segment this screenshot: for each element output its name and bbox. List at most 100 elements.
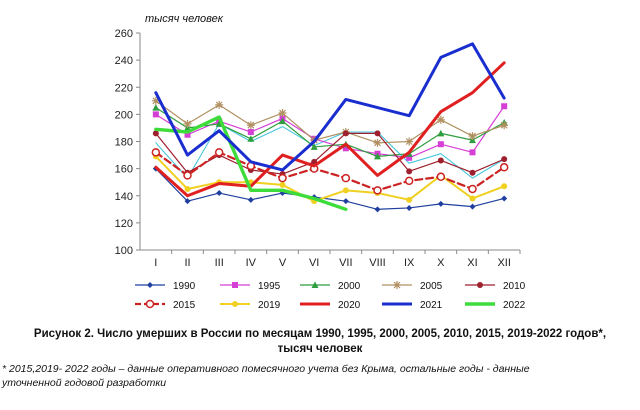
- x-tick-label: XI: [467, 257, 477, 269]
- legend-marker-2015: [145, 299, 155, 309]
- point-2005: [500, 121, 509, 130]
- point-2015: [436, 172, 446, 182]
- y-tick-label: 200: [115, 109, 133, 121]
- legend-label-2021: 2021: [420, 300, 443, 311]
- point-2019: [184, 185, 191, 192]
- legend-marker-2000: [311, 281, 319, 288]
- point-2005: [183, 119, 192, 128]
- series-line-1995: [155, 105, 505, 159]
- legend-label-2020: 2020: [338, 300, 361, 311]
- point-1990: [406, 204, 413, 211]
- series-line-2021: [154, 42, 506, 172]
- point-2015: [341, 173, 351, 183]
- point-2019: [406, 196, 413, 203]
- point-2015: [278, 173, 287, 183]
- series-line-2010: [155, 132, 505, 175]
- x-tick-label: X: [437, 257, 445, 269]
- point-2000: [152, 104, 160, 111]
- legend-label-2022: 2022: [503, 300, 526, 311]
- point-2000: [247, 135, 255, 142]
- legend-label-2010: 2010: [503, 281, 526, 292]
- point-2005: [373, 138, 382, 147]
- point-1995: [152, 111, 159, 118]
- figure-caption: Рисунок 2. Число умерших в России по мес…: [0, 327, 640, 357]
- point-1995: [342, 145, 349, 152]
- legend-label-2000: 2000: [338, 281, 361, 292]
- point-2015: [404, 176, 414, 186]
- point-2000: [437, 129, 445, 137]
- point-2019: [279, 181, 286, 188]
- y-tick-label: 120: [115, 218, 133, 230]
- point-1990: [374, 206, 381, 213]
- legend-label-2005: 2005: [420, 281, 443, 292]
- figure-footnote: * 2015,2019- 2022 годы – данные оператив…: [2, 362, 636, 390]
- point-2010: [437, 157, 444, 164]
- point-2015: [373, 186, 382, 195]
- legend-marker-1995: [232, 282, 238, 288]
- point-1990: [247, 196, 254, 203]
- unit-label: тысяч человек: [145, 13, 224, 25]
- point-2019: [469, 195, 476, 202]
- series-line-aux: [155, 123, 505, 179]
- point-1995: [469, 149, 476, 156]
- point-1995: [406, 154, 413, 161]
- y-tick-label: 220: [115, 82, 133, 94]
- x-tick-label: VIII: [369, 257, 386, 269]
- point-1995: [184, 131, 191, 138]
- footnote-line-2: уточненной годовой разработки: [2, 377, 167, 389]
- point-2019: [501, 183, 508, 190]
- point-2005: [436, 115, 445, 124]
- point-2005: [405, 137, 414, 146]
- x-tick-label: I: [154, 257, 157, 269]
- x-tick-label: VII: [339, 257, 352, 269]
- point-1995: [501, 103, 508, 110]
- point-2010: [152, 130, 159, 137]
- y-tick-label: 140: [115, 191, 133, 203]
- point-2015: [183, 171, 192, 180]
- series-line-2015: [154, 151, 506, 192]
- point-2015: [499, 163, 509, 172]
- x-tick-label: IX: [404, 257, 415, 269]
- y-tick-label: 100: [115, 245, 133, 257]
- point-2015: [151, 148, 161, 157]
- point-1990: [184, 198, 191, 205]
- x-tick-label: III: [215, 257, 224, 269]
- point-2010: [469, 169, 476, 176]
- chart-panel: тысяч человек 100 120 140 160 180 200 220 240 260…: [95, 0, 540, 318]
- series-line-2022: [154, 115, 348, 212]
- point-2005: [246, 121, 255, 130]
- point-1995: [247, 129, 254, 136]
- point-1990: [437, 200, 444, 207]
- x-tick-label: V: [279, 257, 287, 269]
- point-1995: [437, 141, 444, 148]
- point-2015: [214, 148, 224, 157]
- footnote-line-1: * 2015,2019- 2022 годы – данные оператив…: [2, 363, 530, 375]
- legend-marker-2010: [477, 282, 483, 288]
- point-2000: [310, 143, 318, 150]
- point-2019: [342, 187, 349, 194]
- series-line-2020: [154, 61, 506, 198]
- y-tick-label: 240: [115, 55, 133, 67]
- point-2010: [374, 130, 381, 137]
- point-2015: [468, 184, 477, 194]
- legend-label-1990: 1990: [173, 281, 196, 292]
- x-tick-label: IV: [246, 257, 257, 269]
- point-1990: [342, 198, 349, 205]
- point-2005: [468, 132, 477, 141]
- legend-label-2015: 2015: [173, 300, 196, 311]
- y-tick-label: 180: [115, 137, 133, 149]
- point-1990: [501, 195, 508, 202]
- x-tick-label: VI: [309, 257, 319, 269]
- caption-line-2: тысяч человек: [277, 343, 363, 355]
- legend-label-1995: 1995: [258, 281, 281, 292]
- legend-marker-2005: [393, 281, 401, 289]
- caption-line-1: Рисунок 2. Число умерших в России по мес…: [33, 328, 607, 340]
- point-2005: [151, 96, 160, 105]
- legend-marker-1990: [147, 282, 153, 288]
- series-line-1990: [155, 168, 505, 210]
- point-1990: [216, 190, 223, 197]
- series-line-2000: [155, 106, 505, 158]
- y-tick-label: 260: [115, 28, 133, 40]
- legend-marker-2019: [232, 301, 238, 307]
- point-2010: [342, 130, 349, 137]
